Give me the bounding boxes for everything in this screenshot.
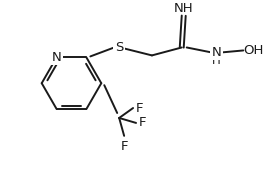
- Text: NH: NH: [174, 2, 193, 15]
- Text: F: F: [139, 116, 147, 129]
- Text: F: F: [120, 140, 128, 153]
- Text: F: F: [136, 101, 144, 114]
- Text: H: H: [212, 54, 221, 67]
- Text: N: N: [52, 51, 61, 64]
- Text: OH: OH: [243, 44, 263, 57]
- Text: N: N: [212, 46, 221, 59]
- Text: S: S: [115, 41, 123, 54]
